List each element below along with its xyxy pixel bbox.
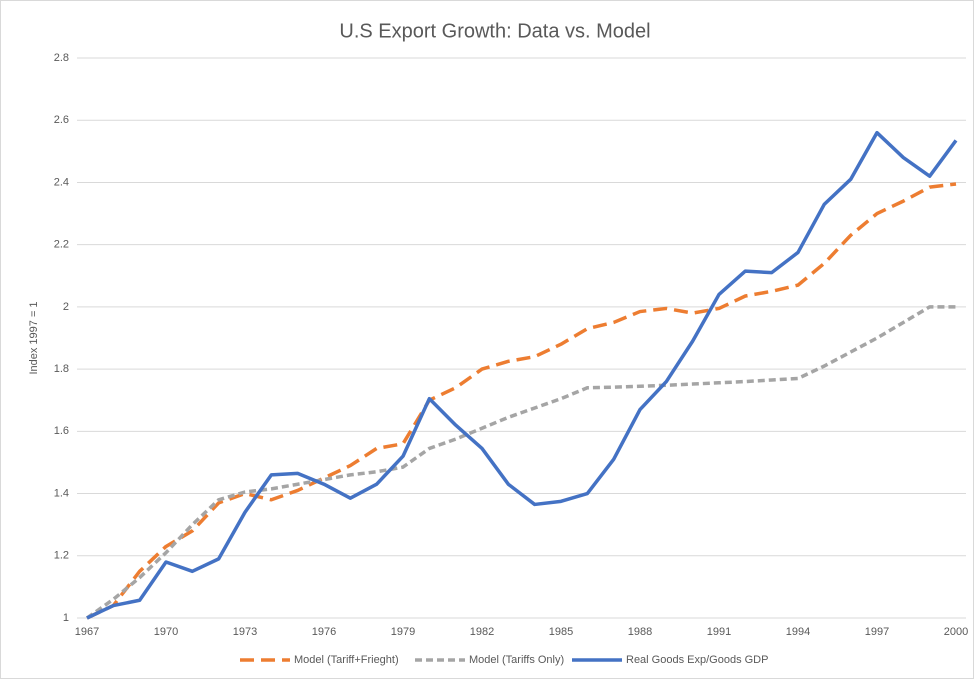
x-tick-label: 1982 xyxy=(470,626,494,638)
y-tick-label: 1.6 xyxy=(54,425,69,437)
x-tick-label: 1988 xyxy=(628,626,652,638)
x-tick-label: 1967 xyxy=(75,626,99,638)
y-tick-label: 1.4 xyxy=(54,487,69,499)
legend-label: Real Goods Exp/Goods GDP xyxy=(626,654,768,666)
x-tick-label: 1994 xyxy=(786,626,810,638)
x-tick-label: 1979 xyxy=(391,626,415,638)
y-tick-label: 1 xyxy=(63,612,69,624)
y-tick-label: 2 xyxy=(63,301,69,313)
legend-label: Model (Tariff+Frieght) xyxy=(294,654,399,666)
y-tick-label: 1.8 xyxy=(54,363,69,375)
x-tick-label: 1997 xyxy=(865,626,889,638)
y-tick-label: 2.4 xyxy=(54,176,69,188)
x-tick-label: 1991 xyxy=(707,626,731,638)
y-tick-label: 2.8 xyxy=(54,52,69,64)
legend-label: Model (Tariffs Only) xyxy=(469,654,564,666)
y-axis-label: Index 1997 = 1 xyxy=(28,301,40,374)
series-line xyxy=(85,305,956,620)
x-tick-label: 1970 xyxy=(154,626,178,638)
series-line xyxy=(86,130,958,620)
x-tick-label: 1976 xyxy=(312,626,336,638)
y-tick-label: 2.2 xyxy=(54,239,69,251)
chart-title: U.S Export Growth: Data vs. Model xyxy=(339,20,650,42)
x-tick-label: 1973 xyxy=(233,626,257,638)
y-tick-label: 1.2 xyxy=(54,550,69,562)
x-tick-label: 1985 xyxy=(549,626,573,638)
x-tick-label: 2000 xyxy=(944,626,968,638)
series-line xyxy=(86,182,957,620)
y-tick-label: 2.6 xyxy=(54,114,69,126)
